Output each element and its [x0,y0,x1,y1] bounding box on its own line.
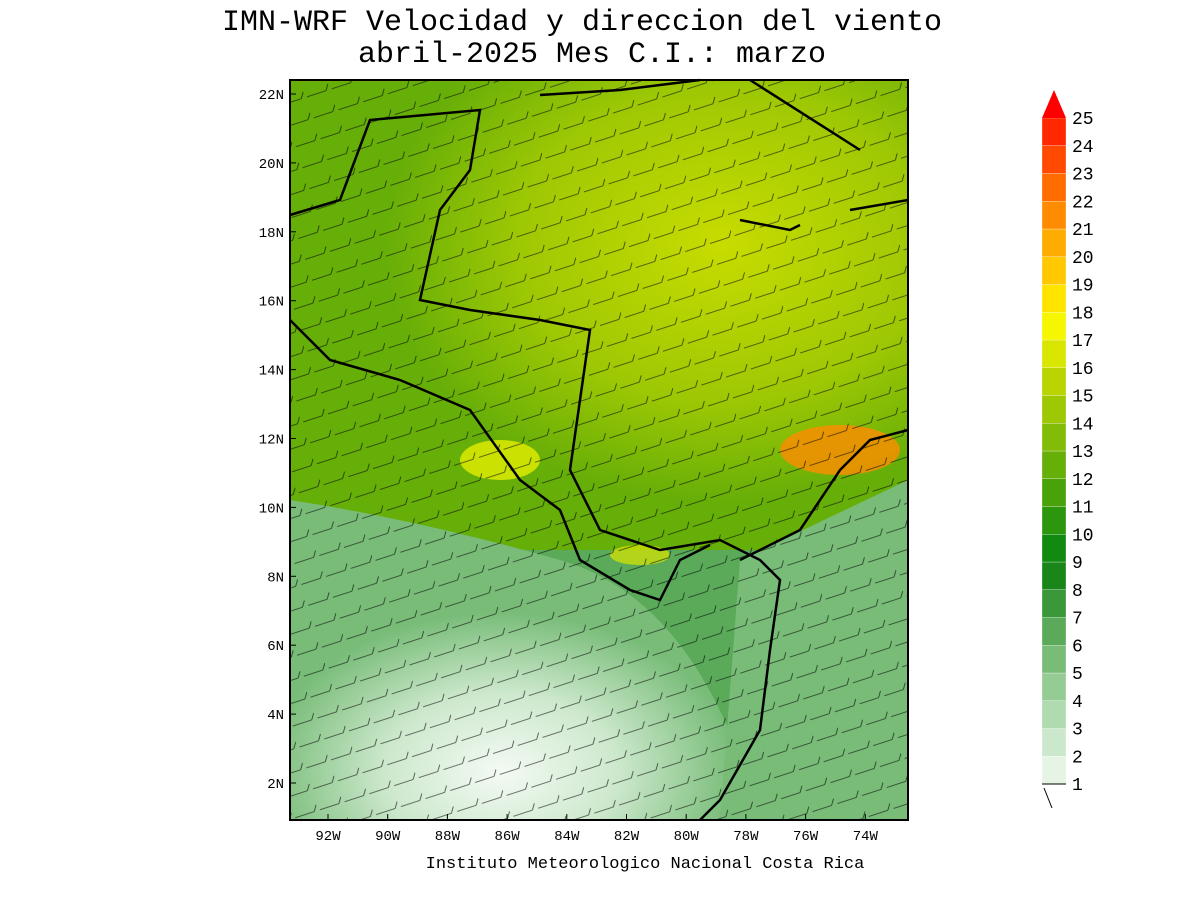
colorbar-label: 5 [1072,665,1083,685]
lat-label: 2N [267,777,284,793]
colorbar-label: 10 [1072,526,1094,546]
lon-label: 90W [375,829,401,845]
lon-label: 88W [435,829,461,845]
colorbar-band [1041,256,1067,285]
lon-label: 80W [674,829,700,845]
lon-label: 82W [614,829,640,845]
colorbar-band [1041,339,1067,368]
colorbar-band [1041,756,1067,785]
lat-label: 16N [259,295,284,311]
colorbar-band [1041,450,1067,479]
colorbar-band [1041,423,1067,452]
colorbar-band [1041,534,1067,563]
map-field [289,78,909,821]
footer: Instituto Meteorologico Nacional Costa R… [426,855,865,874]
colorbar-band [1041,478,1067,507]
title-line-1: IMN-WRF Velocidad y direccion del viento [222,6,942,40]
colorbar-band [1041,645,1067,674]
lat-label: 12N [259,433,284,449]
lat-label: 22N [259,88,284,104]
colorbar-band [1041,201,1067,230]
colorbar-label: 24 [1072,138,1094,158]
colorbar-band [1041,173,1067,202]
lon-label: 78W [733,829,759,845]
lat-label: 20N [259,157,284,173]
colorbar-label: 6 [1072,637,1083,657]
colorbar-band [1041,284,1067,313]
colorbar-band [1041,672,1067,701]
colorbar-band [1041,506,1067,535]
colorbar-band [1041,228,1067,257]
colorbar-band [1041,145,1067,174]
title-line-2: abril-2025 Mes C.I.: marzo [358,38,826,72]
colorbar-band [1041,117,1067,146]
colorbar-band [1041,589,1067,618]
colorbar-label: 3 [1072,721,1083,741]
colorbar-label: 9 [1072,554,1083,574]
lon-label: 84W [554,829,580,845]
colorbar-label: 25 [1072,110,1094,130]
lat-label: 18N [259,226,284,242]
lon-label: 86W [494,829,520,845]
colorbar-label: 2 [1072,748,1083,768]
lat-label: 6N [267,639,284,655]
colorbar-over [1042,90,1066,118]
lat-label: 8N [267,570,284,586]
colorbar-band [1041,728,1067,757]
colorbar-band [1041,395,1067,424]
colorbar-label: 13 [1072,443,1094,463]
colorbar-label: 23 [1072,166,1094,186]
colorbar-label: 7 [1072,610,1083,630]
colorbar-label: 19 [1072,277,1094,297]
colorbar-label: 14 [1072,415,1094,435]
colorbar-band [1041,561,1067,590]
lon-label: 74W [853,829,879,845]
colorbar-label: 16 [1072,360,1094,380]
colorbar-label: 15 [1072,388,1094,408]
colorbar-label: 17 [1072,332,1094,352]
colorbar-band [1041,700,1067,729]
colorbar-label: 4 [1072,693,1083,713]
lon-label: 76W [793,829,819,845]
colorbar-barb [1042,783,1066,809]
colorbar-label: 20 [1072,249,1094,269]
lat-label: 14N [259,364,284,380]
colorbar-band [1041,312,1067,341]
colorbar-label: 22 [1072,193,1094,213]
colorbar-label: 21 [1072,221,1094,241]
colorbar-band [1041,367,1067,396]
lon-label: 92W [315,829,341,845]
colorbar-label: 1 [1072,776,1083,796]
colorbar-label: 8 [1072,582,1083,602]
colorbar-label: 18 [1072,304,1094,324]
lat-label: 4N [267,708,284,724]
colorbar-band [1041,617,1067,646]
colorbar-label: 12 [1072,471,1094,491]
colorbar-label: 11 [1072,499,1094,519]
lat-label: 10N [259,501,284,517]
